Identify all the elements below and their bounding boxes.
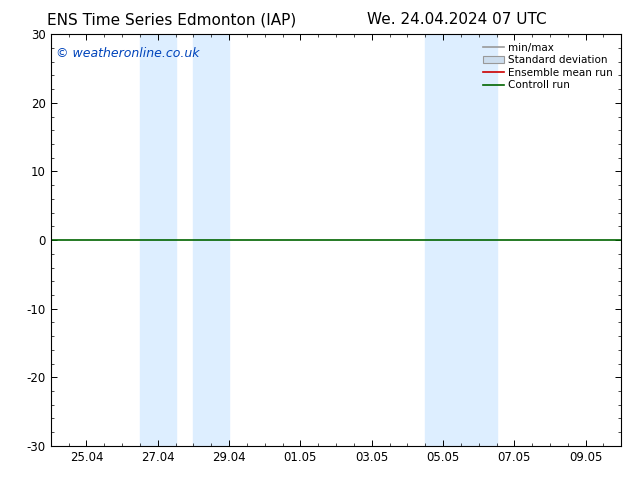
Bar — [461, 34, 496, 446]
Legend: min/max, Standard deviation, Ensemble mean run, Controll run: min/max, Standard deviation, Ensemble me… — [480, 40, 616, 94]
Bar — [193, 34, 229, 446]
Text: ENS Time Series Edmonton (IAP): ENS Time Series Edmonton (IAP) — [46, 12, 296, 27]
Bar — [140, 34, 176, 446]
Text: We. 24.04.2024 07 UTC: We. 24.04.2024 07 UTC — [366, 12, 547, 27]
Text: © weatheronline.co.uk: © weatheronline.co.uk — [56, 47, 200, 60]
Bar — [425, 34, 461, 446]
